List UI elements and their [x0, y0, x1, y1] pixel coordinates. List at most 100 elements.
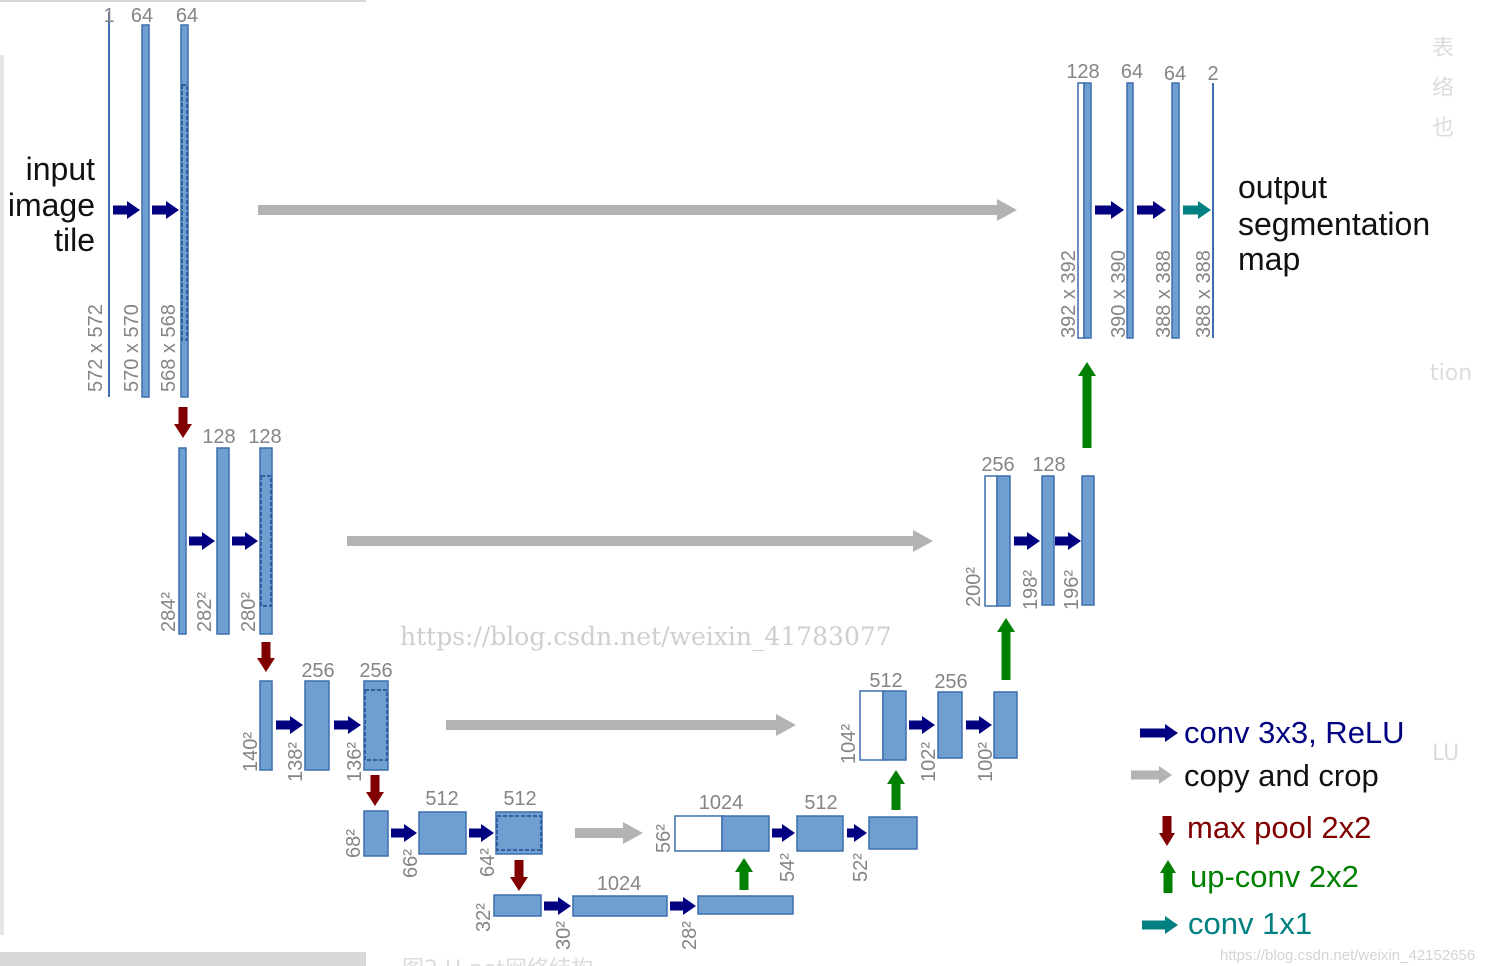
- feature-map: [1041, 475, 1055, 606]
- channel-count-label: 256: [934, 671, 967, 693]
- crop-region: [260, 475, 272, 607]
- feature-size-label: 100²: [975, 742, 997, 782]
- input-label: tile: [54, 222, 95, 258]
- feature-size-label: 102²: [918, 742, 940, 782]
- feature-size-label: 138²: [285, 742, 307, 782]
- input-label: input: [26, 151, 96, 187]
- feature-size-label: 282²: [194, 592, 216, 632]
- conv-arrow-icon: [544, 897, 571, 915]
- feature-map: [937, 691, 963, 759]
- figure-caption: 图2 U-net网络结构: [402, 957, 593, 966]
- copy-crop-arrow-icon: [446, 714, 796, 736]
- watermark-url: https://blog.csdn.net/weixin_42152656: [1220, 947, 1475, 964]
- feature-map: [178, 447, 187, 635]
- feature-map: [697, 895, 794, 915]
- feature-size-label: 56²: [653, 824, 675, 853]
- crop-region: [181, 84, 188, 341]
- background-text: LU: [1432, 741, 1459, 766]
- channel-count-label: 512: [425, 788, 458, 810]
- background-strip: [0, 55, 4, 935]
- maxpool-arrow-icon: [257, 642, 275, 672]
- background-strip: [0, 952, 366, 966]
- legend-upconv-arrow-icon: [1160, 860, 1176, 893]
- maxpool-arrow-icon: [366, 775, 384, 806]
- feature-map: [1083, 82, 1092, 339]
- conv1x1-arrow-icon: [1183, 201, 1211, 219]
- feature-map: [259, 680, 273, 771]
- channel-count-label: 256: [301, 660, 334, 682]
- feature-map-single-channel: [1212, 83, 1214, 338]
- copied-feature-map: [859, 690, 884, 761]
- channel-count-label: 512: [503, 788, 536, 810]
- conv-arrow-icon: [152, 201, 179, 219]
- feature-size-label: 570 x 570: [121, 304, 143, 392]
- upconv-arrow-icon: [887, 770, 905, 810]
- background-strip: [0, 0, 366, 2]
- channel-count-label: 1024: [597, 873, 642, 895]
- legend-item-label: max pool 2x2: [1187, 810, 1371, 845]
- feature-size-label: 68²: [343, 829, 365, 858]
- channel-count-label: 1024: [699, 792, 744, 814]
- watermark: https://blog.csdn.net/weixin_41783077: [400, 622, 892, 651]
- feature-size-label: 30²: [553, 921, 575, 950]
- feature-map: [721, 815, 770, 852]
- background-text: 络: [1432, 76, 1454, 101]
- background-text: 表: [1432, 36, 1454, 61]
- channel-count-label: 128: [248, 426, 281, 448]
- feature-size-label: 104²: [838, 724, 860, 764]
- channel-count-label: 64: [1121, 61, 1143, 83]
- feature-map: [141, 24, 150, 398]
- channel-count-label: 512: [804, 792, 837, 814]
- legend-item-label: up-conv 2x2: [1190, 859, 1359, 894]
- channel-count-label: 256: [359, 660, 392, 682]
- channel-count-label: 512: [869, 670, 902, 692]
- conv-arrow-icon: [276, 716, 303, 734]
- conv-arrow-icon: [847, 824, 867, 842]
- feature-size-label: 284²: [158, 592, 180, 632]
- feature-map: [363, 810, 389, 857]
- legend-copy-arrow-icon: [1131, 766, 1172, 784]
- legend-conv-arrow-icon: [1140, 724, 1178, 742]
- feature-map: [868, 816, 918, 850]
- legend-item-label: conv 1x1: [1188, 906, 1312, 941]
- channel-count-label: 2: [1207, 63, 1218, 85]
- conv-arrow-icon: [469, 824, 494, 842]
- channel-count-label: 64: [1164, 63, 1186, 85]
- background-text: tion: [1430, 361, 1472, 386]
- copy-crop-arrow-icon: [575, 822, 643, 844]
- crop-region: [364, 689, 388, 761]
- maxpool-arrow-icon: [174, 407, 192, 438]
- feature-size-label: 392 x 392: [1058, 250, 1080, 338]
- input-label: image: [8, 187, 95, 223]
- conv-arrow-icon: [1095, 201, 1124, 219]
- feature-size-label: 568 x 568: [158, 304, 180, 392]
- feature-size-label: 52²: [850, 853, 872, 882]
- channel-count-label: 1: [103, 5, 114, 27]
- legend-maxpool-arrow-icon: [1159, 816, 1175, 846]
- feature-map: [993, 691, 1018, 759]
- feature-map: [796, 815, 844, 852]
- feature-size-label: 198²: [1020, 570, 1042, 610]
- feature-map: [1171, 82, 1180, 339]
- conv-arrow-icon: [189, 532, 215, 550]
- channel-count-label: 256: [981, 454, 1014, 476]
- feature-map: [493, 894, 542, 917]
- copied-feature-map: [674, 815, 723, 852]
- feature-size-label: 66²: [400, 849, 422, 878]
- feature-size-label: 54²: [777, 853, 799, 882]
- feature-map: [495, 811, 543, 855]
- feature-map: [1081, 475, 1095, 606]
- output-label: output: [1238, 169, 1327, 205]
- feature-size-label: 64²: [477, 848, 499, 877]
- legend-conv1x1-arrow-icon: [1142, 916, 1178, 934]
- channel-count-label: 128: [1032, 454, 1065, 476]
- conv-arrow-icon: [113, 201, 140, 219]
- feature-size-label: 200²: [963, 567, 985, 607]
- channel-count-label: 128: [202, 426, 235, 448]
- conv-arrow-icon: [909, 716, 935, 734]
- feature-size-label: 388 x 388: [1193, 250, 1215, 338]
- conv-arrow-icon: [670, 897, 696, 915]
- background-text: 也: [1432, 116, 1454, 141]
- upconv-arrow-icon: [1078, 362, 1096, 448]
